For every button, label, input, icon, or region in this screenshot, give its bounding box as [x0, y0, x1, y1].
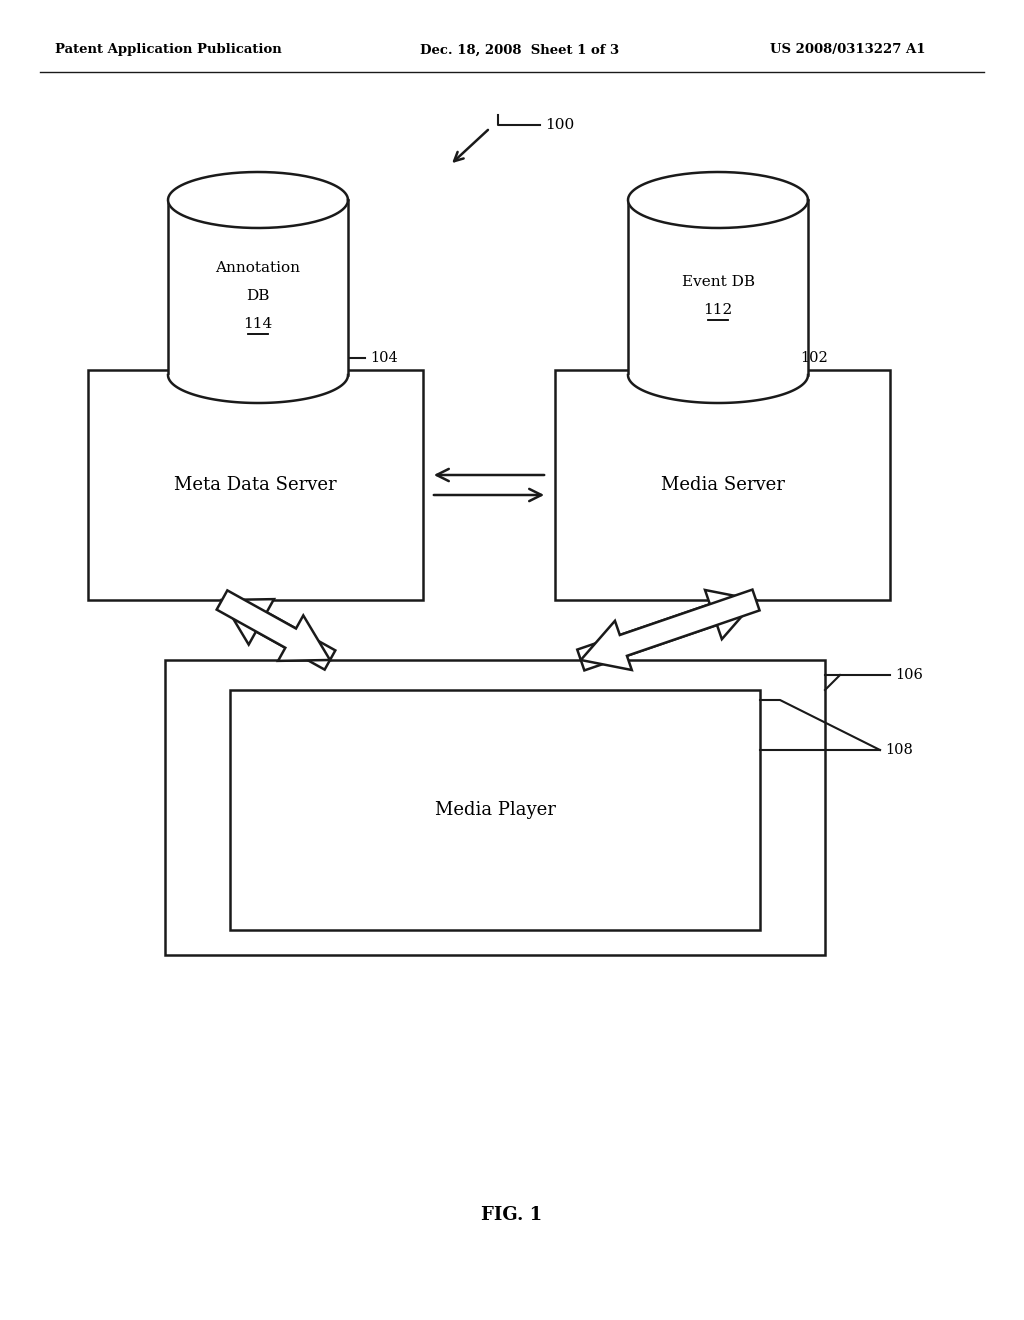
Text: 102: 102 [800, 351, 827, 366]
Text: Media Player: Media Player [434, 801, 555, 818]
Text: 106: 106 [895, 668, 923, 682]
Text: 112: 112 [703, 302, 732, 317]
Bar [555, 370, 890, 601]
Text: US 2008/0313227 A1: US 2008/0313227 A1 [770, 44, 926, 57]
Text: Event DB: Event DB [682, 275, 755, 289]
Text: Meta Data Server: Meta Data Server [174, 477, 337, 494]
Polygon shape [222, 599, 335, 669]
Polygon shape [217, 590, 330, 661]
Text: Media Server: Media Server [660, 477, 784, 494]
Text: 104: 104 [370, 351, 397, 366]
Text: DB: DB [247, 289, 269, 302]
Text: 100: 100 [545, 117, 574, 132]
Polygon shape [578, 590, 756, 671]
Text: 108: 108 [885, 743, 912, 756]
Bar [88, 370, 423, 601]
Text: Annotation: Annotation [215, 260, 300, 275]
Text: 114: 114 [244, 317, 272, 330]
Polygon shape [168, 201, 348, 375]
Polygon shape [168, 172, 348, 228]
Bar [230, 690, 760, 931]
Text: Patent Application Publication: Patent Application Publication [55, 44, 282, 57]
Text: Dec. 18, 2008  Sheet 1 of 3: Dec. 18, 2008 Sheet 1 of 3 [420, 44, 620, 57]
Bar [165, 660, 825, 954]
Polygon shape [581, 590, 760, 671]
Polygon shape [628, 172, 808, 228]
Polygon shape [628, 201, 808, 375]
Text: FIG. 1: FIG. 1 [481, 1206, 543, 1224]
